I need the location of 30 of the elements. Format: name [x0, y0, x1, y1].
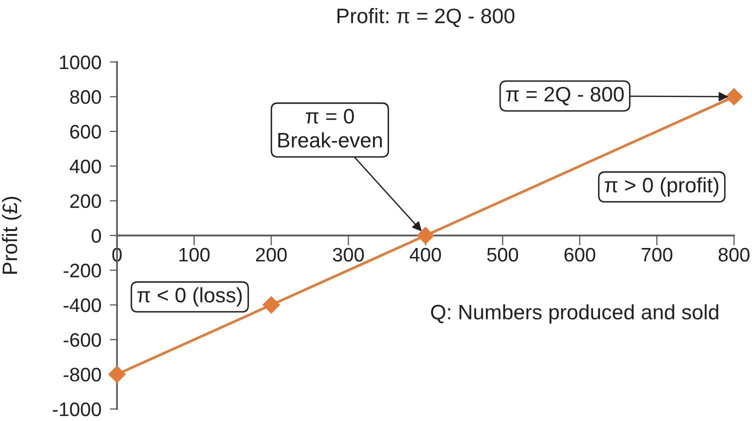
- y-tick-label: -200: [64, 264, 101, 278]
- x-tick-label: 200: [256, 248, 287, 262]
- y-tick-label: -1000: [52, 402, 101, 416]
- y-axis-title: Profit (£): [2, 196, 22, 274]
- point: [262, 296, 280, 314]
- annotation: π = 0 Break-even: [278, 108, 382, 148]
- x-tick-label: 600: [564, 248, 596, 262]
- x-tick-label: 100: [179, 248, 210, 262]
- y-tick-label: -600: [64, 333, 101, 347]
- y-tick-label: -800: [64, 368, 101, 382]
- y-tick-label: 0: [92, 228, 101, 243]
- x-tick-label: 300: [332, 248, 364, 262]
- annotation: π > 0 (profit): [604, 177, 718, 197]
- y-tick-label: -400: [64, 298, 101, 312]
- x-tick-label: 800: [718, 248, 750, 262]
- x-axis-title: Q: Numbers produced and sold: [431, 304, 718, 324]
- x-tick-label: 500: [487, 248, 518, 262]
- y-tick-label: 800: [70, 90, 101, 104]
- y-tick-label: 400: [70, 160, 101, 174]
- annotation: π = 2Q - 800: [506, 86, 624, 106]
- x-tick-label: 400: [410, 248, 441, 262]
- point: [108, 366, 126, 383]
- annotation: π < 0 (loss): [137, 287, 242, 307]
- y-tick-label: 600: [70, 124, 101, 139]
- y-tick-label: 1000: [60, 55, 101, 70]
- y-tick-label: 200: [70, 194, 101, 208]
- point: [416, 226, 434, 244]
- x-tick-label: 700: [642, 248, 672, 262]
- point: [725, 88, 743, 106]
- chart-title: Profit: π = 2Q - 800: [338, 8, 514, 28]
